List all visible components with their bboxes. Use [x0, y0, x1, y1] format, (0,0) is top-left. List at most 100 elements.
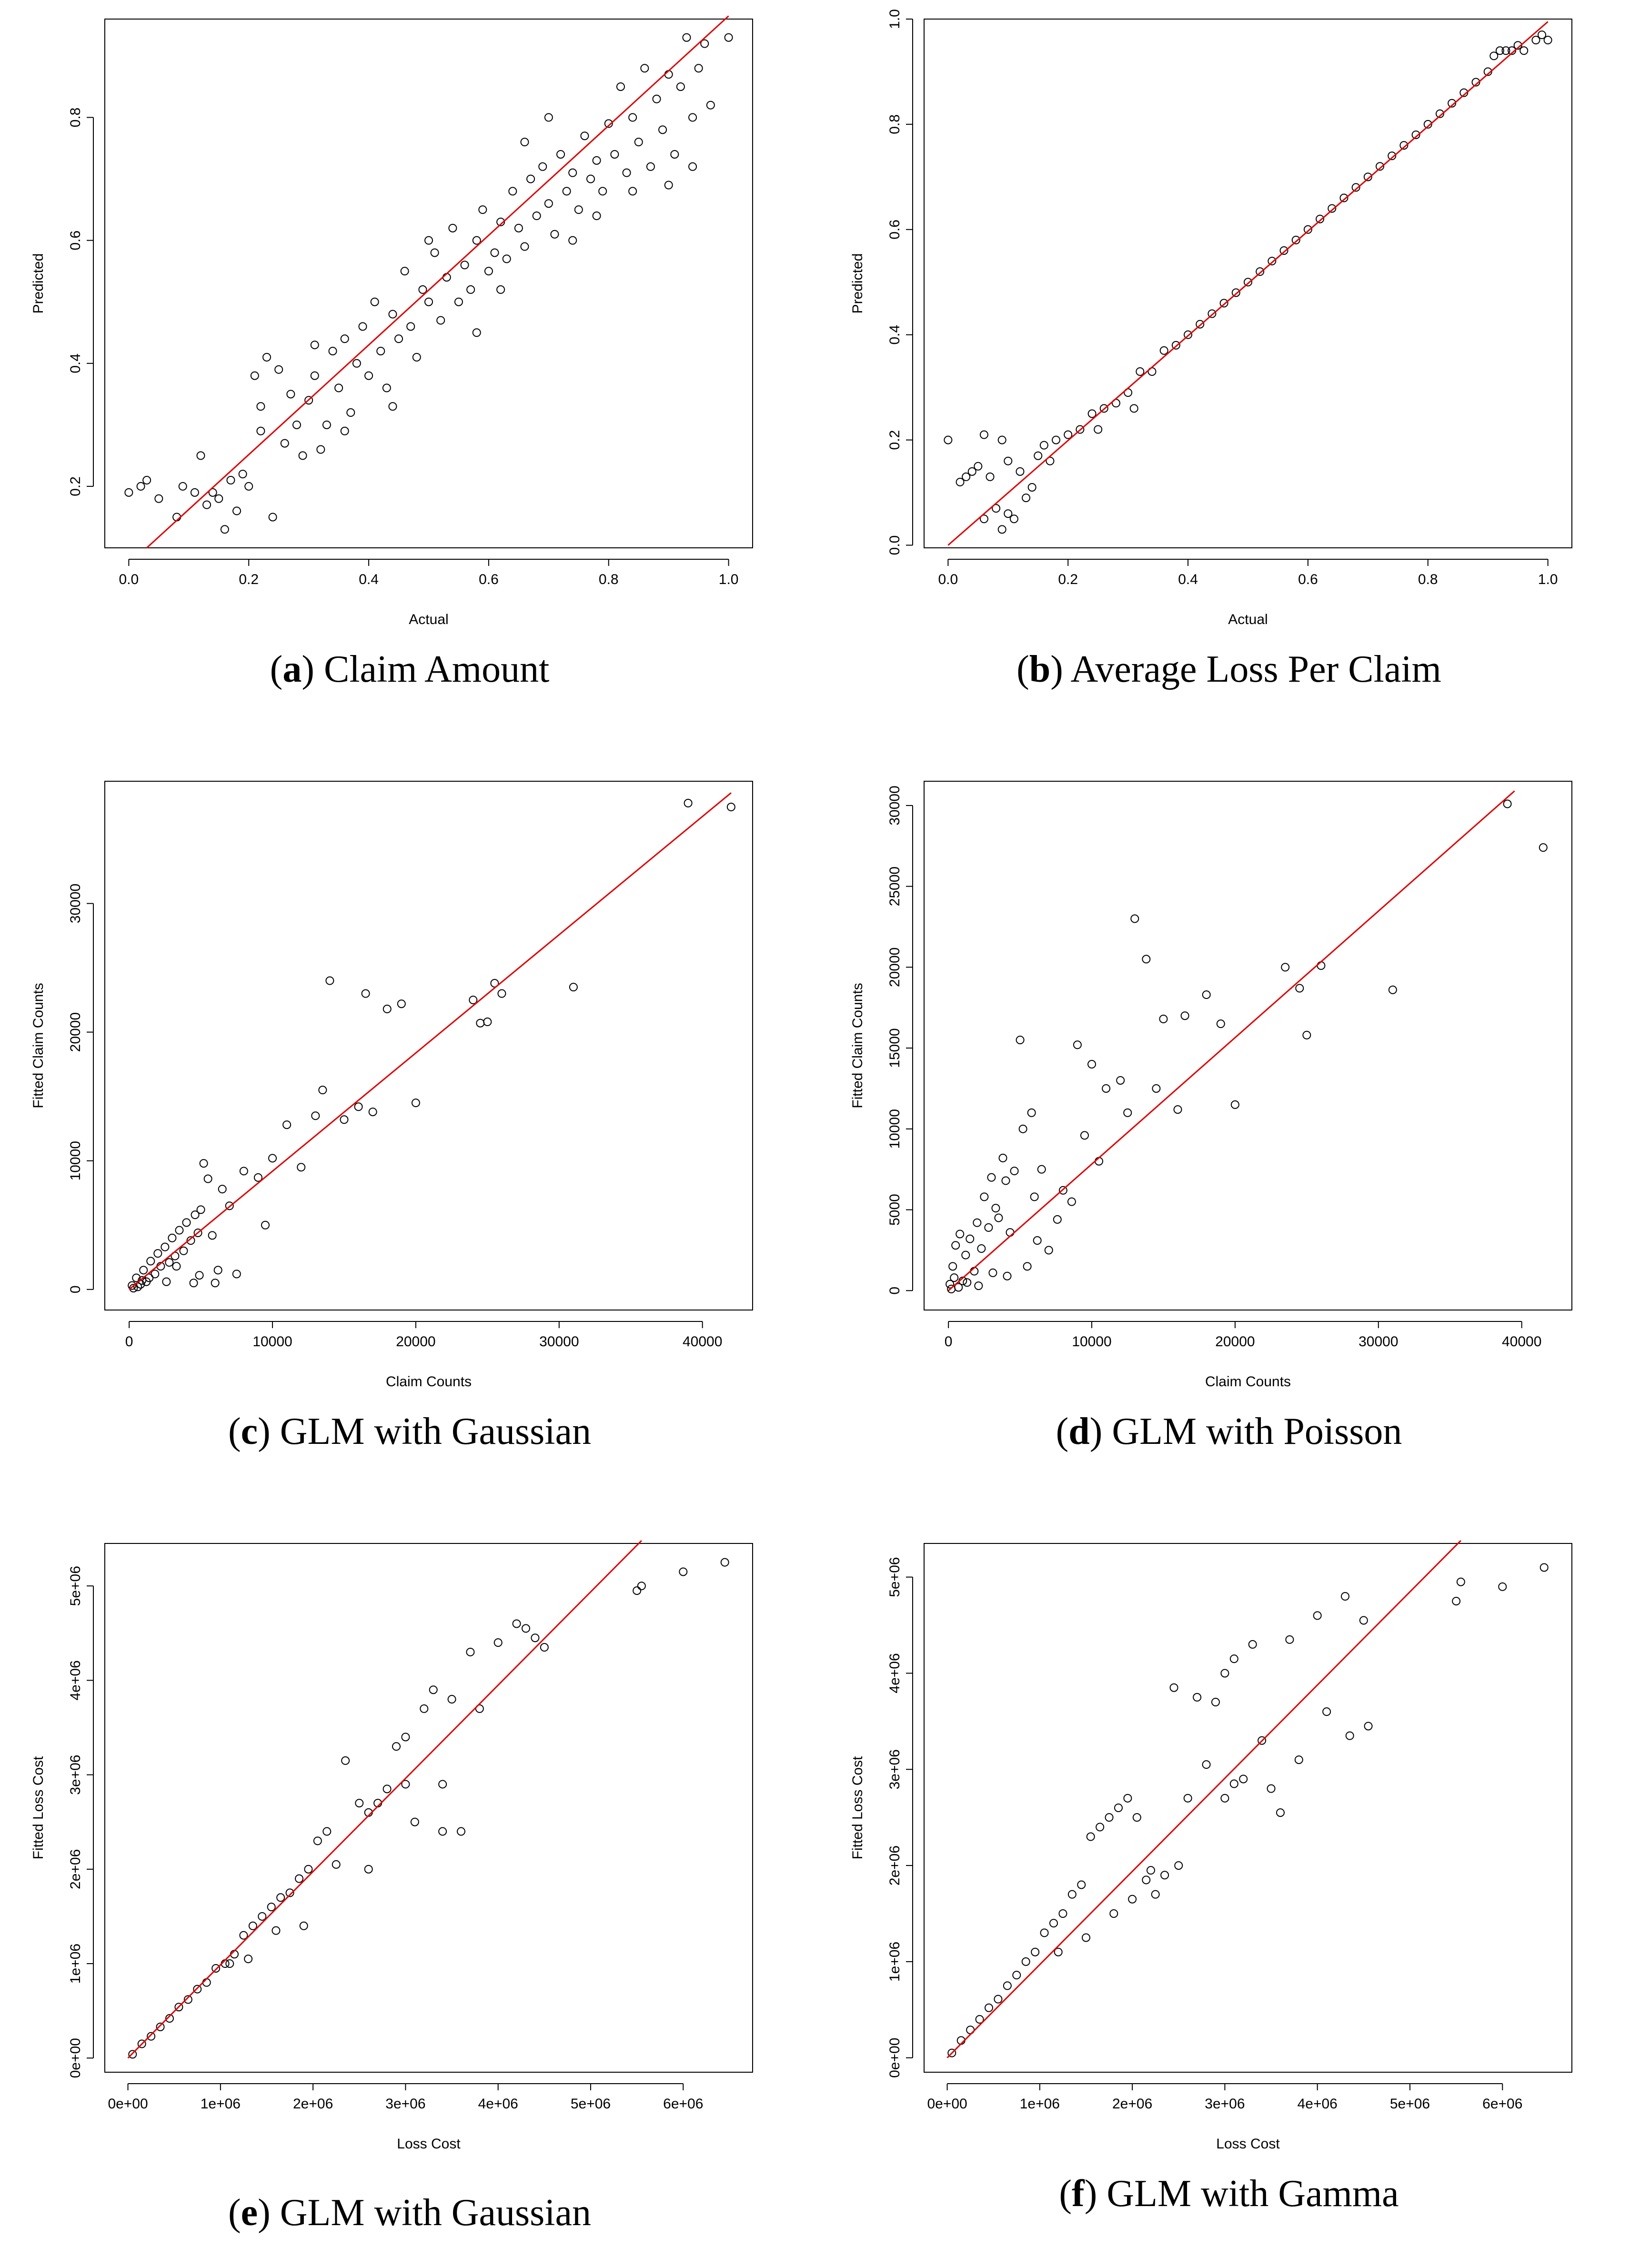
data-point — [1012, 1971, 1021, 1980]
x-axis-label: Actual — [1228, 612, 1268, 627]
data-point — [640, 64, 649, 73]
data-point — [239, 1167, 248, 1176]
data-point — [1180, 1011, 1189, 1020]
caption-e: (e) GLM with Gaussian — [228, 2192, 592, 2234]
data-point — [285, 1888, 294, 1897]
y-axis-label: Fitted Claim Counts — [30, 983, 46, 1108]
data-point — [1294, 1755, 1303, 1764]
data-point — [1317, 961, 1326, 970]
data-point — [193, 1985, 202, 1994]
data-point — [1539, 843, 1548, 852]
data-point — [633, 1586, 642, 1595]
x-tick-label: 1e+06 — [201, 2096, 241, 2112]
reference-line — [127, 1540, 642, 2059]
data-point — [569, 983, 578, 992]
data-point — [310, 341, 319, 350]
y-axis-label: Fitted Loss Cost — [30, 1756, 46, 1859]
data-point — [244, 1955, 253, 1964]
data-point — [604, 119, 613, 128]
data-point — [1128, 1895, 1137, 1904]
data-point — [1423, 120, 1432, 129]
data-point — [438, 1780, 447, 1789]
data-point — [979, 514, 988, 524]
data-point — [401, 1733, 410, 1742]
data-point — [493, 1638, 503, 1647]
data-point — [1169, 1683, 1178, 1692]
data-point — [172, 1262, 181, 1271]
x-tick-label: 0.6 — [479, 572, 499, 587]
x-tick-label: 6e+06 — [1482, 2096, 1522, 2112]
data-point — [232, 1270, 241, 1279]
data-point — [420, 1704, 429, 1713]
data-point — [1132, 1813, 1141, 1822]
data-point — [984, 1223, 993, 1232]
data-point — [1073, 1040, 1082, 1049]
data-point — [202, 500, 211, 509]
y-tick-label: 0.8 — [887, 114, 903, 134]
data-point — [1018, 1124, 1027, 1133]
data-point — [1248, 1640, 1257, 1649]
data-point — [1193, 1693, 1202, 1702]
data-point — [1003, 1981, 1012, 1990]
data-point — [550, 230, 559, 239]
data-point — [186, 1236, 195, 1245]
caption-f: (f) GLM with Gamma — [1059, 2173, 1399, 2215]
data-point — [1130, 914, 1139, 923]
data-point — [496, 217, 505, 226]
data-point — [974, 462, 983, 471]
x-tick-label: 5e+06 — [1390, 2096, 1430, 2112]
data-point — [1285, 1635, 1294, 1644]
data-point — [304, 396, 313, 405]
y-tick-label: 0.2 — [68, 476, 83, 496]
data-point — [592, 212, 601, 221]
data-point — [538, 162, 547, 171]
plot-frame — [104, 781, 753, 1310]
data-point — [1001, 1176, 1010, 1185]
data-point — [1279, 246, 1288, 255]
plot-frame — [924, 1543, 1572, 2073]
data-point — [1027, 483, 1036, 492]
data-point — [1102, 1084, 1111, 1093]
x-tick-label: 2e+06 — [1112, 2096, 1152, 2112]
data-point — [1009, 514, 1018, 524]
data-point — [322, 1827, 332, 1836]
data-point — [352, 359, 361, 368]
data-point — [1281, 963, 1290, 972]
data-point — [1039, 441, 1048, 450]
data-point — [1202, 990, 1211, 999]
data-point — [475, 1704, 484, 1713]
data-point — [1136, 367, 1145, 376]
data-point — [472, 328, 481, 337]
data-point — [466, 1647, 475, 1656]
data-point — [1202, 1760, 1211, 1769]
reference-line — [146, 15, 729, 549]
data-point — [991, 1204, 1000, 1213]
data-point — [478, 205, 487, 214]
data-point — [165, 1258, 174, 1267]
data-point — [951, 1241, 960, 1250]
data-point — [726, 803, 735, 812]
data-point — [1099, 404, 1108, 413]
x-tick-label: 20000 — [1215, 1334, 1255, 1350]
data-point — [1322, 1707, 1331, 1716]
data-point — [340, 1115, 349, 1124]
data-point — [261, 1220, 270, 1230]
data-point — [1498, 1582, 1507, 1591]
x-tick-label: 0.0 — [938, 572, 958, 587]
data-point — [646, 162, 655, 171]
data-point — [1539, 1563, 1549, 1572]
data-point — [282, 1120, 292, 1129]
data-point — [1207, 309, 1217, 318]
data-point — [448, 223, 457, 232]
chart-c: 0 10000 20000 30000 40000 0 10000 20000 30000 Cla… — [10, 762, 810, 1477]
data-point — [174, 2003, 183, 2012]
y-axis-label: Fitted Claim Counts — [850, 983, 865, 1108]
data-point — [956, 1230, 965, 1239]
data-point — [1040, 1928, 1049, 1937]
x-tick-label: 0 — [125, 1334, 133, 1350]
data-point — [274, 365, 283, 374]
data-point — [341, 1756, 350, 1765]
data-point — [628, 187, 637, 196]
data-point — [1067, 1890, 1077, 1899]
data-point — [213, 1266, 222, 1275]
